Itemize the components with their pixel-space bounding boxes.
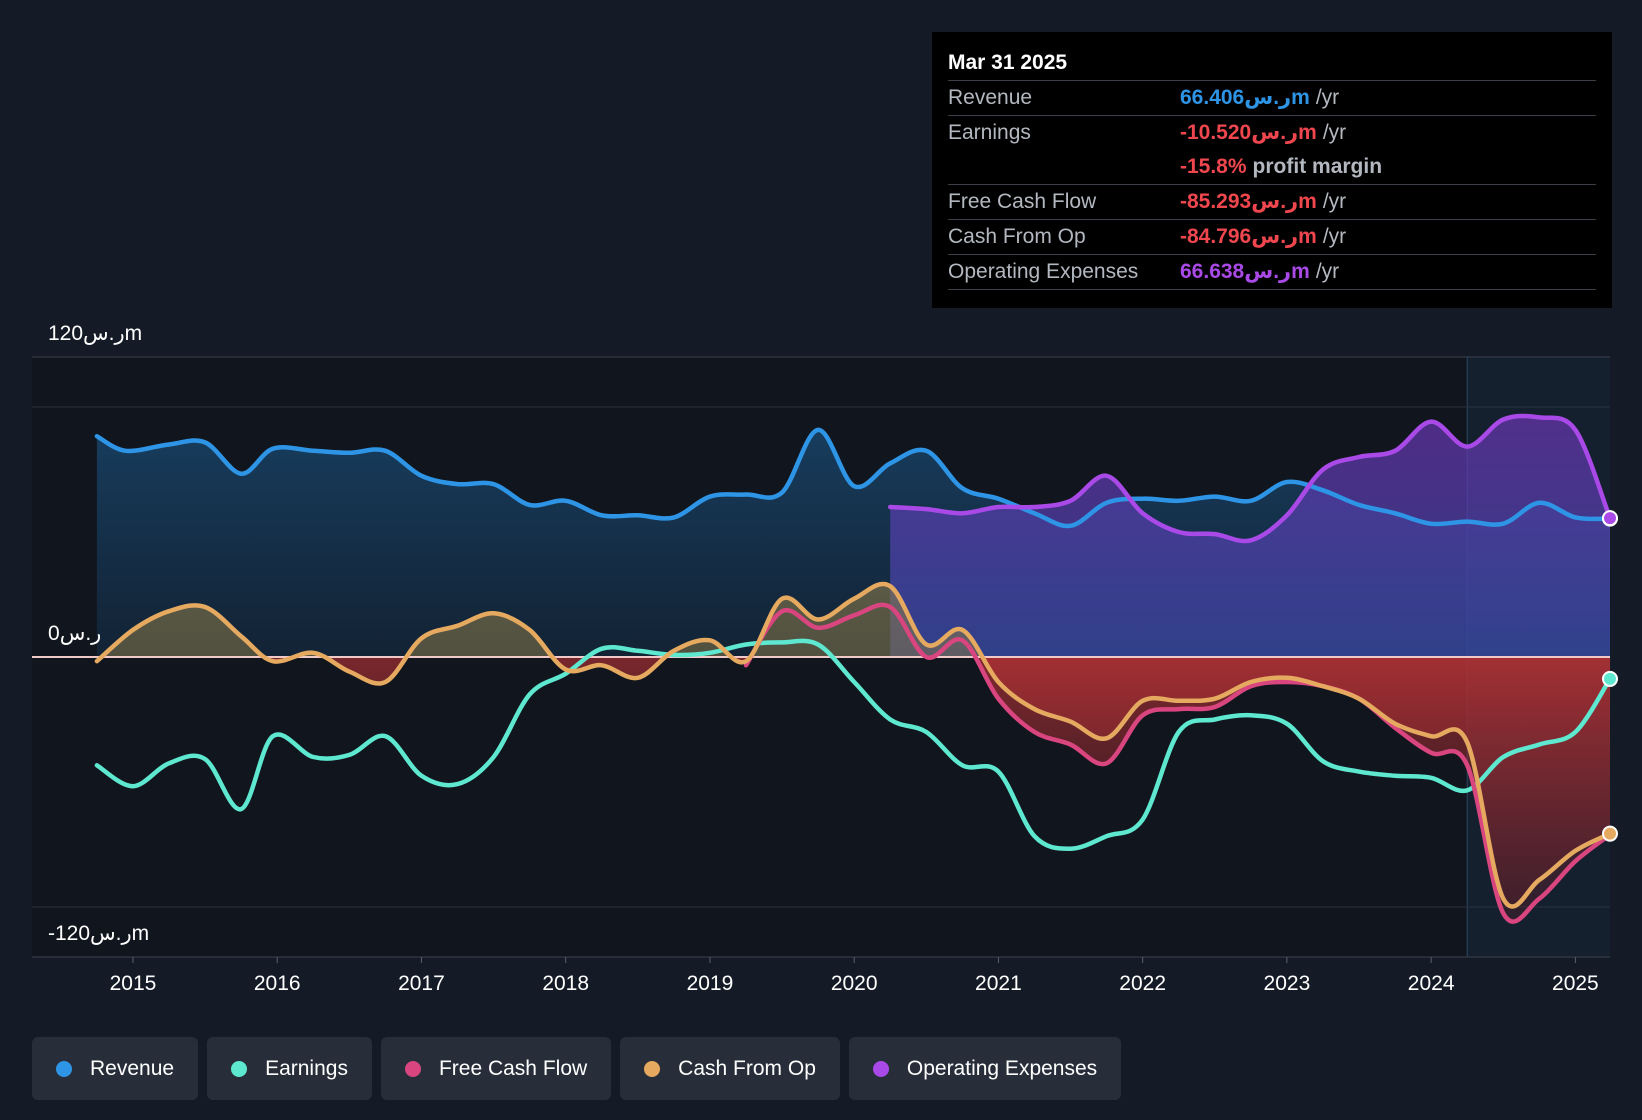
tooltip-unit: profit margin: [1252, 155, 1383, 178]
tooltip-row-earnings: Earnings -10.520ر.سm /yr: [948, 116, 1596, 150]
legend-item-cash-from-op[interactable]: Cash From Op: [620, 1037, 840, 1100]
free-cash-flow-line: [743, 602, 1613, 924]
tooltip-value: -10.520ر.سm: [1180, 121, 1317, 144]
tooltip-unit: /yr: [1315, 260, 1340, 283]
tooltip-unit: /yr: [1322, 190, 1347, 213]
legend-label: Revenue: [90, 1056, 175, 1080]
y-label-bottom: -120ر.سm: [48, 922, 149, 945]
x-tick-label: 2023: [1264, 972, 1311, 995]
legend-label: Free Cash Flow: [438, 1056, 588, 1080]
tooltip-panel: Mar 31 2025 Revenue 66.406ر.سm /yr Earni…: [932, 32, 1612, 308]
x-tick-label: 2019: [687, 972, 734, 995]
legend-item-operating-expenses[interactable]: Operating Expenses: [848, 1037, 1122, 1100]
tooltip-value: 66.406ر.سm: [1180, 86, 1310, 109]
x-tick-label: 2017: [398, 972, 445, 995]
x-tick-label: 2022: [1119, 972, 1166, 995]
legend-dot-icon: [404, 1060, 421, 1077]
tooltip-unit: /yr: [1322, 225, 1347, 248]
earnings-line: [94, 638, 1613, 851]
tooltip-value: 66.638ر.سm: [1180, 260, 1310, 283]
earnings-end-point: [1602, 670, 1618, 687]
x-tick-label: 2015: [110, 972, 157, 995]
x-tick-label: 2016: [254, 972, 301, 995]
y-label-zero: 0ر.س: [48, 622, 101, 645]
tooltip-row-revenue: Revenue 66.406ر.سm /yr: [948, 81, 1596, 116]
y-label-top: 120ر.سm: [48, 322, 142, 345]
chart: 2015 2016 2017 2018 2019 2020 2021 2022 2023 2024…: [32, 322, 1618, 995]
tooltip-value: -15.8%: [1180, 155, 1247, 178]
operating-expenses-end-point: [1602, 510, 1618, 527]
tooltip-label: Earnings: [948, 121, 1031, 144]
legend-dot-icon: [644, 1060, 661, 1077]
cash-from-op-line: [94, 581, 1613, 909]
legend-item-earnings[interactable]: Earnings: [207, 1037, 372, 1100]
tooltip-label: Free Cash Flow: [948, 190, 1097, 213]
operating-expenses-line: [887, 413, 1613, 544]
legend-label: Earnings: [265, 1056, 348, 1080]
tooltip-value: -84.796ر.سm: [1180, 225, 1317, 248]
tooltip-label: Cash From Op: [948, 225, 1086, 248]
tooltip-label: Operating Expenses: [948, 260, 1139, 283]
tooltip-row-cfo: Cash From Op -84.796ر.سm /yr: [948, 220, 1596, 255]
legend-dot-icon: [872, 1060, 889, 1077]
legend-dot-icon: [231, 1060, 248, 1077]
legend-label: Operating Expenses: [906, 1056, 1098, 1080]
tooltip-label: [948, 150, 1180, 184]
x-tick-label: 2021: [975, 972, 1022, 995]
legend-item-revenue[interactable]: Revenue: [32, 1037, 199, 1100]
legend-dot-icon: [56, 1060, 72, 1077]
x-tick-label: 2025: [1552, 972, 1599, 995]
legend-label: Cash From Op: [678, 1056, 816, 1080]
tooltip-row-profit-margin: -15.8% profit margin: [948, 150, 1596, 185]
tooltip-value: -85.293ر.سm: [1180, 190, 1317, 213]
x-tick-label: 2024: [1408, 972, 1455, 995]
revenue-line: [94, 427, 1613, 529]
tooltip-row-opex: Operating Expenses 66.638ر.سm /yr: [948, 255, 1596, 290]
tooltip-unit: /yr: [1315, 86, 1340, 109]
cash-from-op-area-positive: [96, 584, 1610, 657]
tooltip-date: Mar 31 2025: [948, 46, 1596, 81]
tooltip-label: Revenue: [948, 86, 1033, 109]
tooltip-row-fcf: Free Cash Flow -85.293ر.سm /yr: [948, 185, 1596, 220]
legend: Revenue Earnings Free Cash Flow Cash Fro…: [32, 1037, 1130, 1100]
x-tick-label: 2020: [831, 972, 878, 995]
legend-item-free-cash-flow[interactable]: Free Cash Flow: [380, 1037, 612, 1100]
operating-expenses-area-positive: [890, 415, 1610, 657]
tooltip-unit: /yr: [1322, 121, 1347, 144]
x-tick-label: 2018: [542, 972, 589, 995]
cash-from-op-end-point: [1602, 825, 1618, 842]
